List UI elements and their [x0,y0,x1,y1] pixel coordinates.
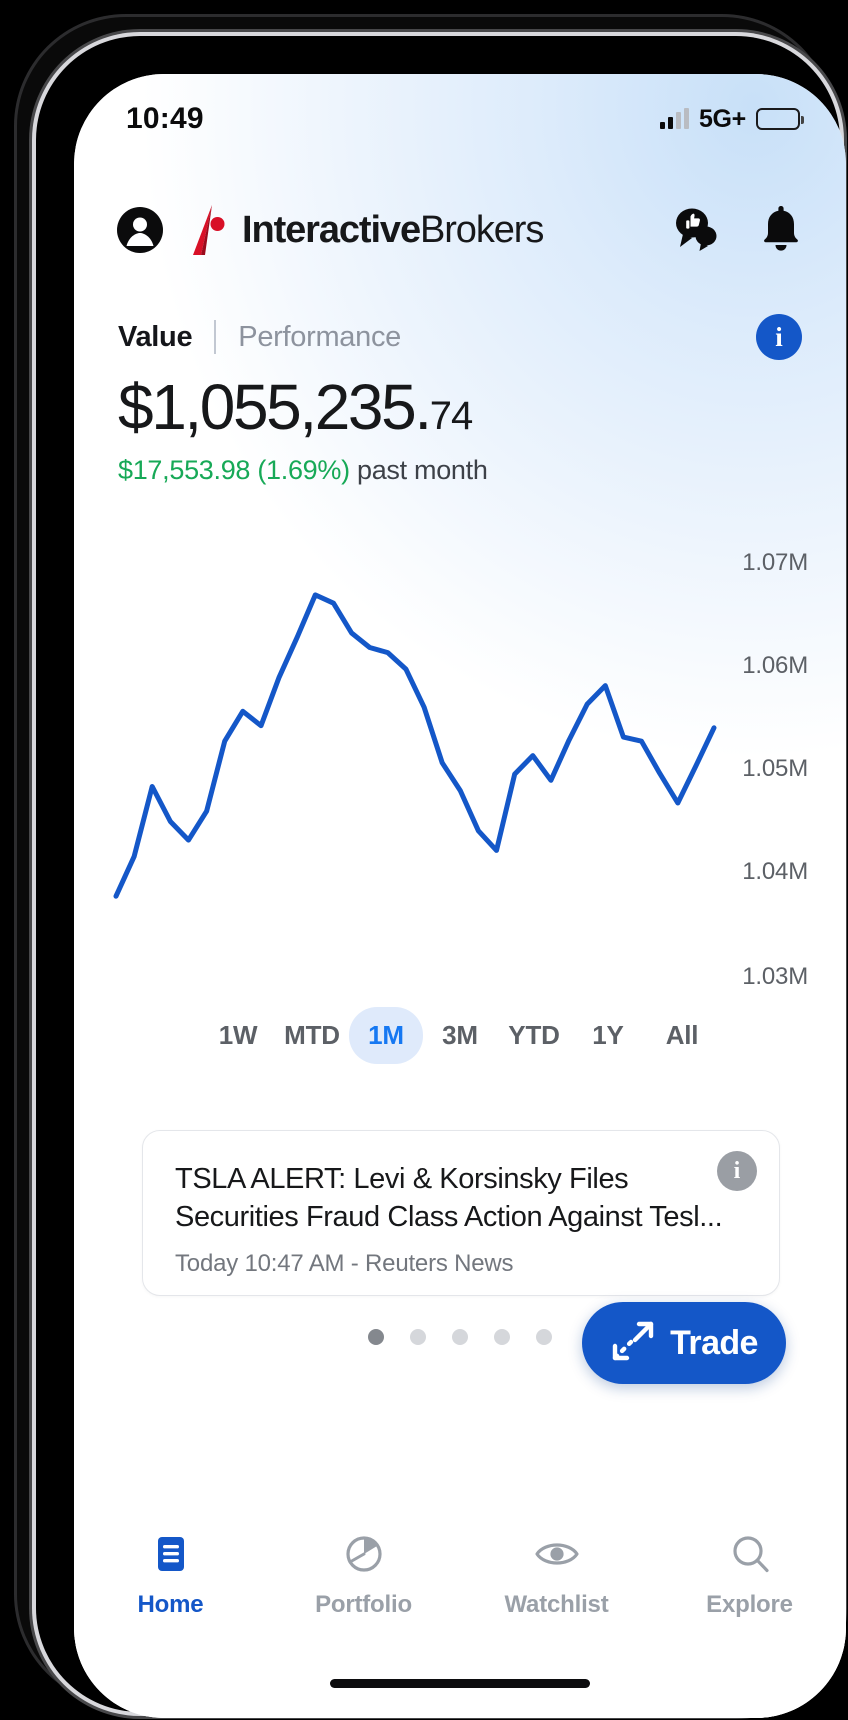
news-card[interactable]: i TSLA ALERT: Levi & Korsinsky Files Sec… [142,1130,780,1296]
nav-item-portfolio[interactable]: Portfolio [267,1532,460,1619]
eye-icon [533,1532,581,1581]
status-time: 10:49 [126,102,204,135]
tab-value[interactable]: Value [118,320,193,353]
nav-item-watchlist[interactable]: Watchlist [460,1532,653,1619]
search-icon [728,1532,772,1581]
pagination-dot[interactable] [410,1329,426,1345]
y-axis-label: 1.05M [742,755,808,782]
bottom-navigation: Home Portfolio [74,1510,846,1718]
home-list-icon [149,1532,193,1581]
cellular-signal-icon [659,108,689,129]
trade-button[interactable]: Trade [582,1302,786,1384]
pagination-dot[interactable] [452,1329,468,1345]
y-axis-label: 1.07M [742,549,808,576]
range-button-1y[interactable]: 1Y [592,1019,624,1050]
bell-icon[interactable] [758,203,804,258]
info-icon[interactable]: i [756,314,802,360]
y-axis-label: 1.03M [742,963,808,990]
tab-performance[interactable]: Performance [238,320,401,353]
portfolio-change-amount: $17,553.98 (1.69%) [118,455,350,486]
brand-name-bold: Interactive [242,208,421,251]
phone-bezel: 10:49 5G+ [36,36,846,1718]
phone-screen: 10:49 5G+ [74,74,846,1718]
nav-item-explore[interactable]: Explore [653,1532,846,1619]
portfolio-chart[interactable]: 1.07M 1.06M 1.05M 1.04M 1.03M [74,529,846,999]
tab-divider [214,320,217,354]
info-icon[interactable]: i [717,1151,757,1191]
status-indicators: 5G+ [659,104,804,134]
chat-bubbles-icon[interactable] [670,204,720,257]
nav-label-portfolio: Portfolio [315,1591,412,1618]
pagination-dot[interactable] [368,1329,384,1345]
trade-button-label: Trade [670,1323,758,1362]
portfolio-change-period: past month [349,455,488,486]
portfolio-change: $17,553.98 (1.69%) past month [118,455,802,486]
y-axis-label: 1.06M [742,652,808,679]
nav-label-explore: Explore [706,1591,793,1618]
nav-item-home[interactable]: Home [74,1532,267,1619]
nav-label-watchlist: Watchlist [504,1591,609,1618]
portfolio-value: $1,055,235.74 [118,371,802,443]
range-button-ytd[interactable]: YTD [508,1019,560,1050]
brand-lockup: InteractiveBrokers [192,205,544,255]
carousel-pagination [74,1329,846,1345]
y-axis-label: 1.04M [742,858,808,885]
news-meta: Today 10:47 AM - Reuters News [175,1250,514,1278]
portfolio-summary: Value Performance i $1,055,235.74 $17,55… [74,314,846,486]
home-indicator [330,1679,590,1688]
brand-name: InteractiveBrokers [242,208,544,252]
summary-tabs: Value Performance [118,320,401,354]
battery-icon [756,108,804,130]
pagination-dot[interactable] [536,1329,552,1345]
range-button-mtd[interactable]: MTD [284,1019,340,1050]
header-actions [670,203,804,258]
interactive-brokers-logo-icon [192,205,234,255]
screen-background [74,74,846,1718]
portfolio-pie-icon [342,1532,386,1581]
range-button-all[interactable]: All [665,1019,699,1050]
portfolio-value-cents: 74 [429,394,473,438]
range-button-3m[interactable]: 3M [442,1019,478,1050]
nav-label-home: Home [137,1591,204,1618]
app-header: InteractiveBrokers [74,182,846,278]
pagination-dot[interactable] [494,1329,510,1345]
chart-line-svg [113,592,717,899]
summary-tab-row: Value Performance i [118,314,802,360]
range-button-1w[interactable]: 1W [218,1019,258,1050]
news-headline: TSLA ALERT: Levi & Korsinsky Files Secur… [175,1163,723,1233]
status-bar: 10:49 5G+ [74,74,846,148]
portfolio-value-main: $1,055,235. [118,371,432,443]
time-range-selector: 1W MTD 1M 3M YTD 1Y All [74,1006,846,1064]
range-button-1m[interactable]: 1M [349,1006,423,1064]
phone-frame: 10:49 5G+ [14,14,846,1718]
network-type-label: 5G+ [698,104,746,133]
brand-name-light: Brokers [420,208,544,251]
account-avatar-icon[interactable] [116,206,164,254]
two-way-arrows-icon [610,1318,656,1369]
